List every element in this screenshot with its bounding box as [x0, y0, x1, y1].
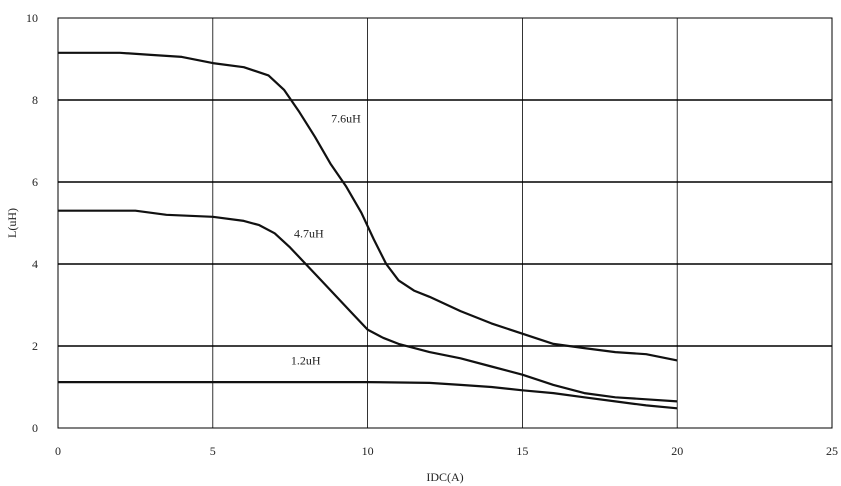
y-tick-label: 8	[32, 93, 38, 107]
series-label: 4.7uH	[294, 226, 324, 240]
y-tick-label: 4	[32, 257, 38, 271]
x-tick-label: 0	[55, 444, 61, 458]
x-tick-label: 25	[826, 444, 838, 458]
x-tick-label: 15	[516, 444, 528, 458]
series-label: 7.6uH	[331, 112, 361, 126]
series-labels: 7.6uH 4.7uH 1.2uH	[291, 112, 361, 368]
y-tick-label: 0	[32, 421, 38, 435]
y-tick-label: 6	[32, 175, 38, 189]
grid	[58, 18, 832, 428]
y-tick-label: 2	[32, 339, 38, 353]
series-line-0	[58, 51, 678, 362]
y-tick-label: 10	[26, 11, 38, 25]
x-tick-label: 20	[671, 444, 683, 458]
x-axis-label: IDC(A)	[426, 470, 463, 484]
plot-frame	[57, 17, 833, 429]
series-line-2	[58, 381, 678, 410]
x-tick-label: 5	[210, 444, 216, 458]
series-line-1	[58, 209, 678, 403]
x-tick-label: 10	[362, 444, 374, 458]
series-label: 1.2uH	[291, 353, 321, 367]
x-tick-labels: 0 5 10 15 20 25	[55, 444, 838, 458]
y-axis-label: L(uH)	[5, 208, 19, 238]
y-tick-labels: 0 2 4 6 8 10	[26, 11, 38, 435]
series-layer	[58, 51, 678, 410]
